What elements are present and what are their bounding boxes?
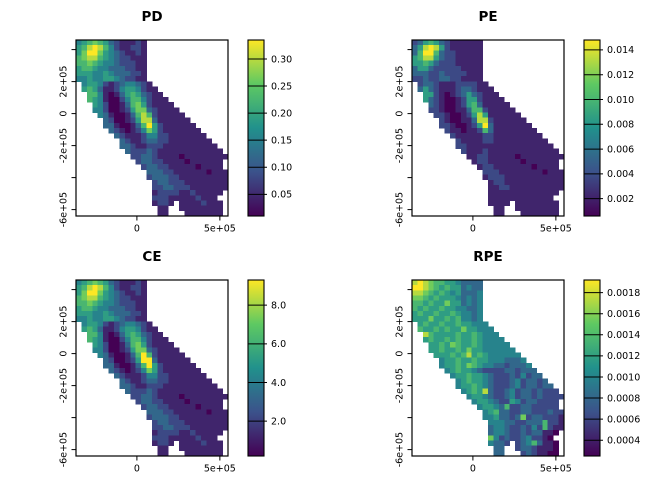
plot-border	[75, 279, 229, 457]
svg-text:0.0010: 0.0010	[607, 372, 640, 383]
svg-text:5e+05: 5e+05	[540, 464, 572, 475]
panel-pe: PE 0 5e+05 2e+05 0 -2e+05 -6e+05 0.002 0.004 0.0…	[336, 0, 672, 240]
svg-text:0.012: 0.012	[607, 70, 634, 81]
panel-pd: PD 0 5e+05 2e+05 0 -2e+05 -6e+05 0.05 0.10 0.15 0…	[0, 0, 336, 240]
svg-text:0.0008: 0.0008	[607, 393, 640, 404]
svg-text:2e+05: 2e+05	[395, 66, 406, 98]
svg-text:0.0016: 0.0016	[607, 309, 640, 320]
x-axis: 0 5e+05	[470, 216, 572, 235]
y-axis: 2e+05 0 -2e+05 -6e+05	[395, 49, 412, 227]
svg-text:0: 0	[134, 464, 140, 475]
heatmap-pd: 0 5e+05 2e+05 0 -2e+05 -6e+05 0.05 0.10 0.15 0.20…	[59, 39, 292, 235]
panel-title-pd: PD	[141, 9, 163, 25]
svg-text:5e+05: 5e+05	[204, 464, 236, 475]
svg-text:0.004: 0.004	[607, 169, 634, 180]
svg-text:0.05: 0.05	[271, 190, 292, 201]
y-axis: 2e+05 0 -2e+05 -6e+05	[59, 289, 76, 467]
svg-text:-6e+05: -6e+05	[395, 192, 406, 227]
svg-text:0: 0	[59, 111, 70, 117]
svg-text:-2e+05: -2e+05	[395, 128, 406, 163]
svg-text:2e+05: 2e+05	[395, 306, 406, 338]
raster-ce	[76, 280, 229, 457]
svg-text:-2e+05: -2e+05	[59, 368, 70, 403]
panel-title-ce: CE	[142, 249, 162, 265]
svg-text:-2e+05: -2e+05	[59, 128, 70, 163]
panel-ce: CE 0 5e+05 2e+05 0 -2e+05 -6e+05 2.0 4.0 6.0 8.0	[0, 240, 336, 480]
legend-pd: 0.05 0.10 0.15 0.20 0.25 0.30	[247, 39, 292, 217]
svg-text:0.014: 0.014	[607, 45, 634, 56]
svg-text:0.15: 0.15	[271, 135, 292, 146]
legend-ce: 2.0 4.0 6.0 8.0	[247, 279, 286, 457]
raster-pd	[76, 40, 229, 217]
svg-text:-6e+05: -6e+05	[59, 192, 70, 227]
svg-text:-6e+05: -6e+05	[59, 432, 70, 467]
svg-text:0.30: 0.30	[271, 54, 292, 65]
plot-border	[75, 39, 229, 217]
svg-text:0: 0	[470, 464, 476, 475]
svg-text:0: 0	[59, 351, 70, 357]
plot-border	[411, 39, 565, 217]
svg-text:2e+05: 2e+05	[59, 66, 70, 98]
svg-text:5e+05: 5e+05	[540, 224, 572, 235]
panel-title-rpe: RPE	[473, 249, 503, 265]
svg-text:-6e+05: -6e+05	[395, 432, 406, 467]
svg-text:0.0012: 0.0012	[607, 351, 640, 362]
svg-text:0: 0	[134, 224, 140, 235]
svg-text:0.008: 0.008	[607, 120, 634, 131]
svg-text:8.0: 8.0	[271, 300, 286, 311]
y-axis: 2e+05 0 -2e+05 -6e+05	[59, 49, 76, 227]
svg-text:-2e+05: -2e+05	[395, 368, 406, 403]
svg-text:0: 0	[395, 351, 406, 357]
svg-text:0.0006: 0.0006	[607, 414, 640, 425]
legend-pe: 0.002 0.004 0.006 0.008 0.010 0.012 0.014	[583, 39, 634, 217]
svg-text:6.0: 6.0	[271, 339, 286, 350]
svg-text:0: 0	[395, 111, 406, 117]
svg-text:0.20: 0.20	[271, 108, 292, 119]
svg-text:0: 0	[470, 224, 476, 235]
svg-text:0.002: 0.002	[607, 194, 634, 205]
x-axis: 0 5e+05	[134, 216, 236, 235]
svg-text:4.0: 4.0	[271, 378, 286, 389]
svg-text:0.10: 0.10	[271, 163, 292, 174]
raster-rpe	[412, 280, 565, 457]
panel-title-pe: PE	[478, 9, 498, 25]
svg-text:0.010: 0.010	[607, 95, 634, 106]
svg-text:5e+05: 5e+05	[204, 224, 236, 235]
svg-text:2e+05: 2e+05	[59, 306, 70, 338]
svg-text:0.0018: 0.0018	[607, 288, 640, 299]
svg-text:0.0014: 0.0014	[607, 330, 640, 341]
svg-text:2.0: 2.0	[271, 416, 286, 427]
panel-rpe: RPE 0 5e+05 2e+05 0 -2e+05 -6e+05 0.0004 0.0006…	[336, 240, 672, 480]
svg-text:0.25: 0.25	[271, 81, 292, 92]
legend-rpe: 0.0004 0.0006 0.0008 0.0010 0.0012 0.0014 0.00…	[583, 279, 640, 457]
plot-border	[411, 279, 565, 457]
svg-text:0.006: 0.006	[607, 144, 634, 155]
x-axis: 0 5e+05	[134, 456, 236, 475]
raster-pe	[412, 40, 565, 217]
svg-text:0.0004: 0.0004	[607, 435, 640, 446]
heatmap-ce: 0 5e+05 2e+05 0 -2e+05 -6e+05 2.0 4.0 6.0 8.0	[59, 279, 286, 475]
y-axis: 2e+05 0 -2e+05 -6e+05	[395, 289, 412, 467]
x-axis: 0 5e+05	[470, 456, 572, 475]
